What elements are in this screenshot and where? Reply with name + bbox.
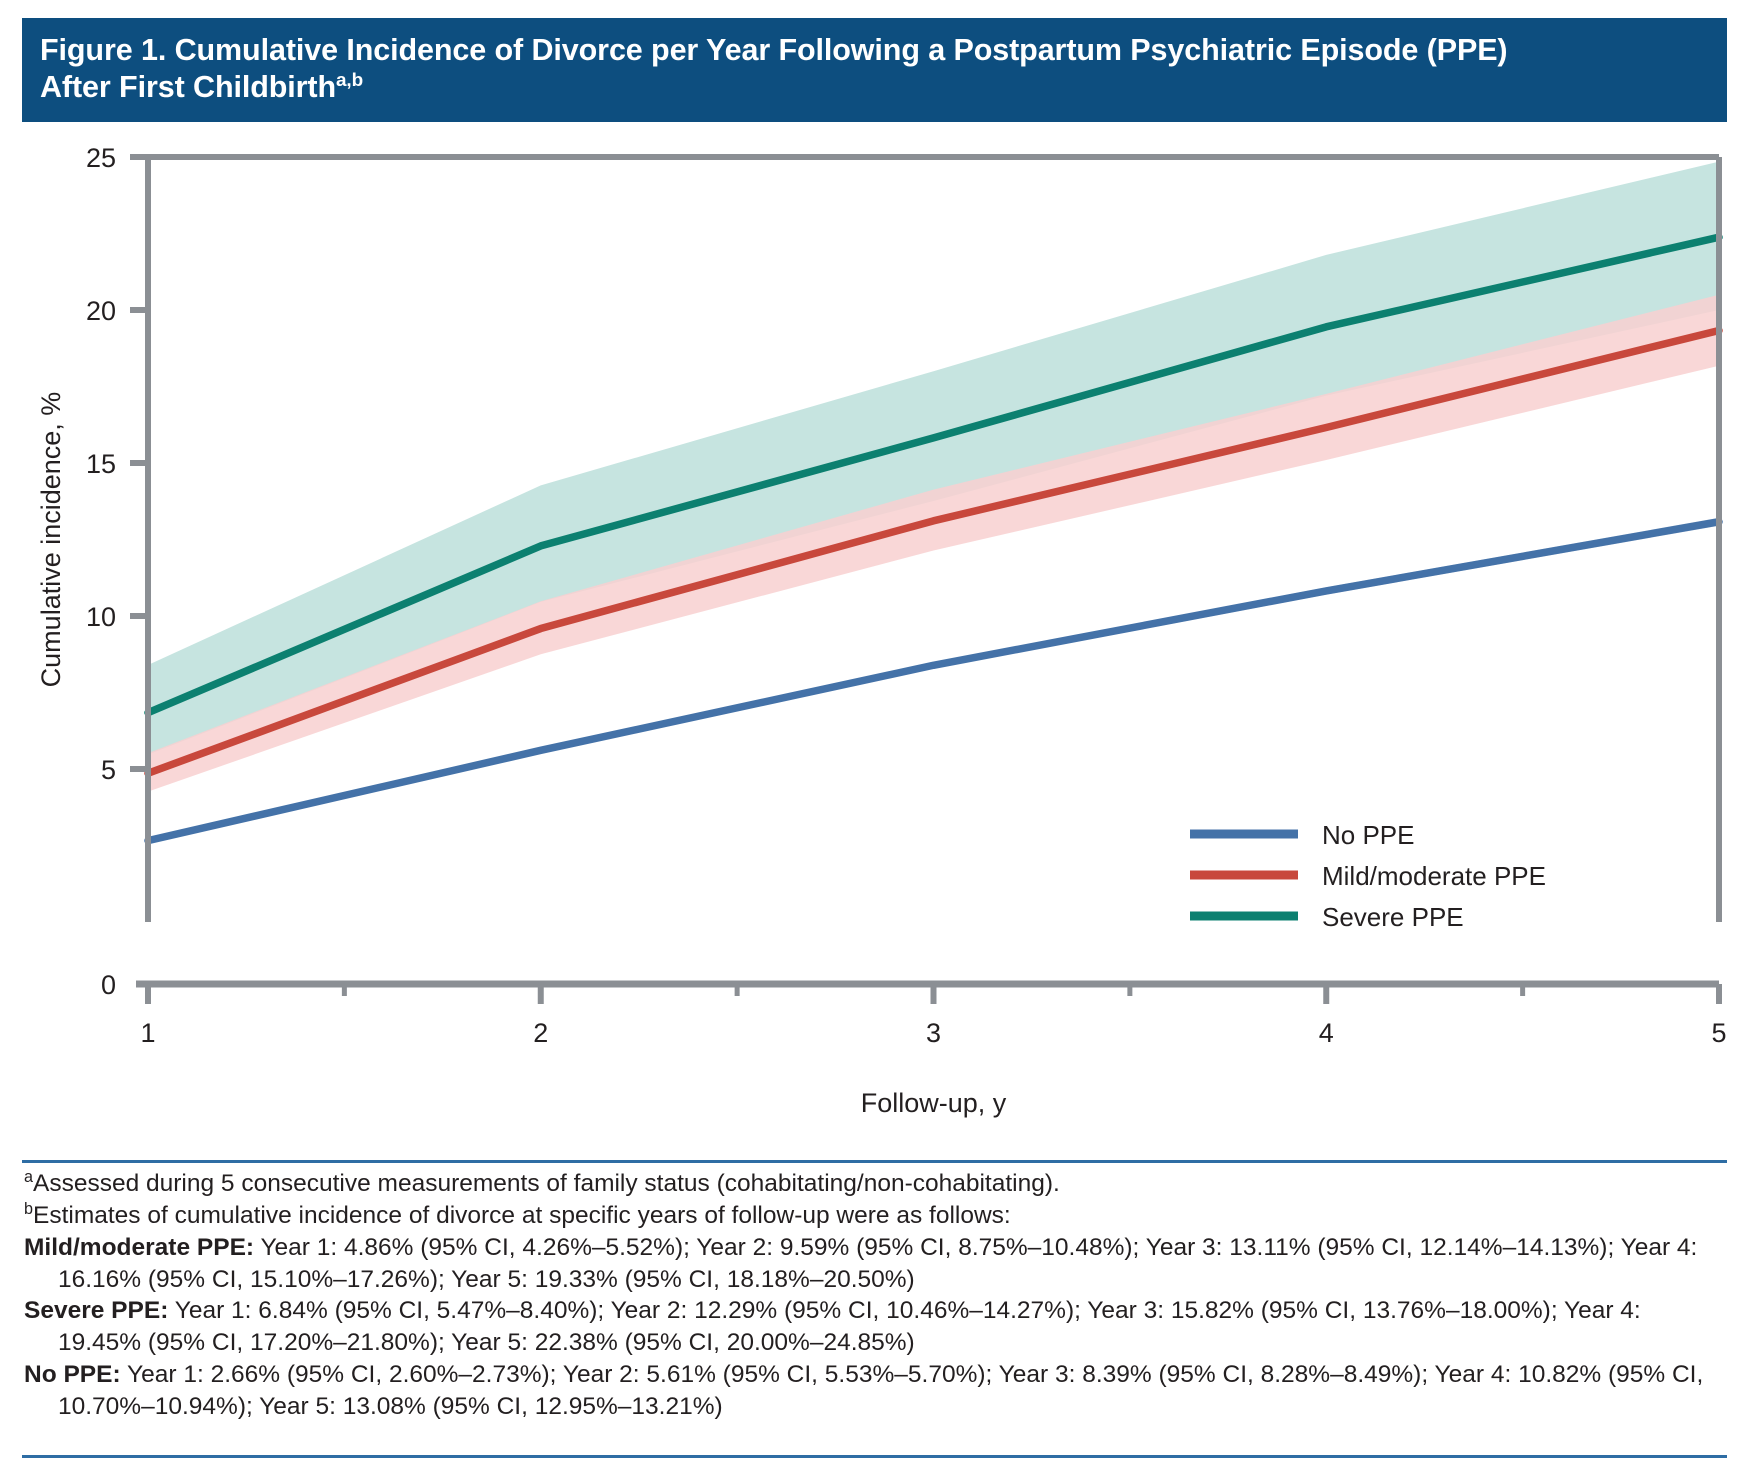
legend-label-mild-moderate-ppe: Mild/moderate PPE	[1322, 861, 1546, 891]
footnote-a-text: Assessed during 5 consecutive measuremen…	[33, 1170, 1060, 1197]
footnote-mild-text: Year 1: 4.86% (95% CI, 4.26%–5.52%); Yea…	[58, 1233, 1698, 1293]
footnote-a-marker: a	[24, 1167, 33, 1186]
figure-title-line-2: After First Childbirtha,b	[40, 69, 1709, 106]
y-axis-title: Cumulative incidence, %	[36, 392, 66, 688]
y-tick-label: 25	[86, 143, 116, 173]
footnote-no-ppe: No PPE: Year 1: 2.66% (95% CI, 2.60%–2.7…	[24, 1359, 1724, 1423]
x-tick-label: 5	[1711, 1018, 1726, 1048]
footnote-no-label: No PPE:	[24, 1361, 121, 1389]
legend-label-severe-ppe: Severe PPE	[1322, 902, 1464, 932]
figure-title-line-1: Figure 1. Cumulative Incidence of Divorc…	[40, 33, 1508, 67]
figure-title-bar: Figure 1. Cumulative Incidence of Divorc…	[22, 18, 1727, 123]
figure-title-line-2-text: After First Childbirth	[40, 70, 337, 105]
confidence-band-mild-moderate-ppe	[148, 294, 1719, 792]
x-tick-label: 3	[926, 1018, 941, 1048]
legend-group: No PPE Mild/moderate PPE Severe PPE	[1190, 820, 1546, 932]
footnote-severe-text: Year 1: 6.84% (95% CI, 5.47%–8.40%); Yea…	[58, 1297, 1641, 1357]
footnote-mild-label: Mild/moderate PPE:	[24, 1233, 255, 1261]
footnote-a: aAssessed during 5 consecutive measureme…	[24, 1168, 1724, 1200]
y-tick-label: 5	[101, 755, 116, 785]
footnote-no-text: Year 1: 2.66% (95% CI, 2.60%–2.73%); Yea…	[58, 1361, 1704, 1420]
y-tick-label: 0	[101, 970, 116, 1000]
cumulative-incidence-line-chart: 0 5 10 15 20 25 1 2 3 4 5 Cumulative incidence, % Fo…	[36, 143, 1727, 1118]
line-no-ppe	[144, 518, 1723, 845]
y-tick-label: 10	[86, 602, 116, 632]
chart-area: 0 5 10 15 20 25 1 2 3 4 5 Cumulative incidence, % Fo…	[22, 122, 1727, 1142]
confidence-band-severe-ppe	[148, 161, 1719, 755]
x-tick-label: 1	[140, 1018, 155, 1048]
footnote-bottom-rule	[22, 1455, 1727, 1458]
footnote-b: bEstimates of cumulative incidence of di…	[24, 1200, 1724, 1232]
footnotes-block: aAssessed during 5 consecutive measureme…	[24, 1168, 1724, 1423]
footnote-severe: Severe PPE: Year 1: 6.84% (95% CI, 5.47%…	[24, 1295, 1724, 1359]
confidence-bands-group	[148, 161, 1719, 843]
series-lines-group	[144, 233, 1723, 845]
footnote-severe-label: Severe PPE:	[24, 1297, 169, 1325]
footnote-top-rule	[22, 1160, 1727, 1163]
line-mild-moderate-ppe	[144, 326, 1723, 778]
footnote-mild-moderate: Mild/moderate PPE: Year 1: 4.86% (95% CI…	[24, 1232, 1724, 1296]
footnote-b-text: Estimates of cumulative incidence of div…	[33, 1201, 1011, 1229]
y-tick-label: 20	[86, 296, 116, 326]
x-axis-title: Follow-up, y	[861, 1088, 1007, 1118]
x-tick-label: 4	[1319, 1018, 1334, 1048]
figure-title-superscript: a,b	[336, 70, 364, 92]
y-tick-label: 15	[86, 449, 116, 479]
legend-label-no-ppe: No PPE	[1322, 820, 1415, 850]
line-severe-ppe	[144, 233, 1723, 717]
axes-group: 0 5 10 15 20 25 1 2 3 4 5 Cumulative incidence, % Fo…	[36, 143, 1727, 1118]
footnote-b-marker: b	[24, 1199, 33, 1218]
x-tick-label: 2	[533, 1018, 548, 1048]
